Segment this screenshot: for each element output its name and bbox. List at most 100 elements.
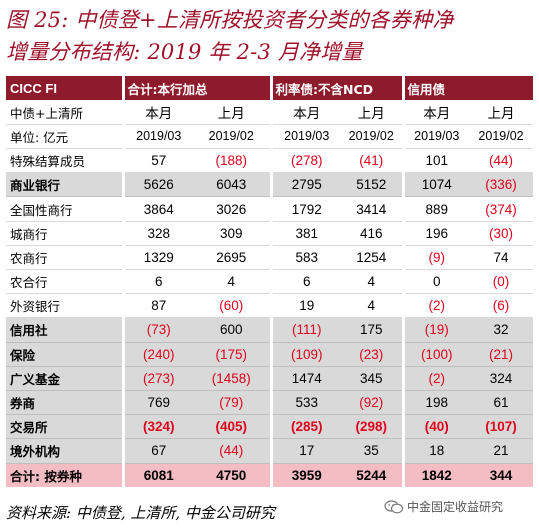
table-cell: (23) bbox=[341, 342, 404, 367]
table-cell: (100) bbox=[401, 342, 470, 367]
figure-title-line-2: 增量分布结构: 2019 年 2-3 月净增量 bbox=[6, 40, 363, 64]
table-cell: 1792 bbox=[269, 196, 341, 222]
table-cell: (44) bbox=[193, 438, 271, 464]
table-cell: (107) bbox=[469, 414, 534, 440]
table-cell: 533 bbox=[269, 390, 341, 416]
period-cell: 2019/03 bbox=[121, 124, 193, 150]
table-cell: (374) bbox=[469, 196, 534, 222]
table-cell: (188) bbox=[193, 148, 271, 174]
table-cell: (273) bbox=[121, 366, 193, 391]
period-cell: 2019/03 bbox=[269, 124, 341, 150]
table-subheader-row: 中债+上清所 本月 上月 本月 上月 本月 上月 bbox=[6, 100, 534, 125]
table-cell: 345 bbox=[341, 366, 404, 391]
table-cell: (41) bbox=[341, 148, 404, 174]
table-cell: 1074 bbox=[401, 172, 470, 198]
row-label: 外资银行 bbox=[6, 293, 123, 319]
brand-label: CICC FI bbox=[6, 76, 123, 101]
table-cell: (30) bbox=[469, 221, 534, 246]
row-label: 交易所 bbox=[6, 414, 123, 440]
table-cell: (298) bbox=[341, 414, 404, 440]
table-row: 广义基金 (273) (1458) 1474 345 (2) 324 bbox=[6, 366, 534, 391]
table-cell: 889 bbox=[401, 196, 470, 222]
table-cell: 416 bbox=[341, 221, 404, 246]
unit-label: 单位: 亿元 bbox=[6, 124, 123, 150]
table-cell: 328 bbox=[121, 221, 193, 246]
table-row: 保险 (240) (175) (109) (23) (100) (21) bbox=[6, 342, 534, 367]
table-cell: (109) bbox=[269, 342, 341, 367]
table-row: 农商行 1329 2695 583 1254 (9) 74 bbox=[6, 245, 534, 271]
table-cell: 1474 bbox=[269, 366, 341, 391]
table-cell: 198 bbox=[401, 390, 470, 416]
table-cell: 309 bbox=[193, 221, 271, 246]
table-cell: 32 bbox=[469, 317, 534, 343]
table-cell: 1329 bbox=[121, 245, 193, 271]
subheader-cell: 本月 bbox=[269, 100, 341, 125]
table-row: 信用社 (73) 600 (111) 175 (19) 32 bbox=[6, 317, 534, 343]
table-cell: (175) bbox=[193, 342, 271, 367]
table-cell: 5626 bbox=[121, 172, 193, 198]
table-cell: (73) bbox=[121, 317, 193, 343]
table-cell: (2) bbox=[401, 366, 470, 391]
table-cell: (19) bbox=[401, 317, 470, 343]
table-cell: 1254 bbox=[341, 245, 404, 271]
figure-title: 图 25: 中债登+上清所按投资者分类的各券种净 增量分布结构: 2019 年 … bbox=[6, 4, 536, 68]
table-header-row: CICC FI 合计:本行加总 利率债:不含NCD 信用债 bbox=[6, 76, 534, 101]
subheader-cell: 本月 bbox=[121, 100, 193, 125]
table-cell: 4 bbox=[193, 269, 271, 295]
table-cell: 18 bbox=[401, 438, 470, 464]
row-label: 广义基金 bbox=[6, 366, 123, 391]
table-cell: 2795 bbox=[269, 172, 341, 198]
table-cell: 4 bbox=[341, 293, 404, 319]
period-cell: 2019/02 bbox=[193, 124, 271, 150]
subheader-cell: 本月 bbox=[401, 100, 470, 125]
table-cell: (44) bbox=[469, 148, 534, 174]
data-table: CICC FI 合计:本行加总 利率债:不含NCD 信用债 中债+上清所 本月 … bbox=[6, 76, 534, 488]
table-cell: (285) bbox=[269, 414, 341, 440]
table-cell: 19 bbox=[269, 293, 341, 319]
row-label: 信用社 bbox=[6, 317, 123, 343]
table-row: 商业银行 5626 6043 2795 5152 1074 (336) bbox=[6, 172, 534, 198]
table-cell: 5152 bbox=[341, 172, 404, 198]
table-cell: (111) bbox=[269, 317, 341, 343]
table-cell: 6 bbox=[121, 269, 193, 295]
table-cell: 6081 bbox=[121, 463, 193, 488]
table-row: 特殊结算成员 57 (188) (278) (41) 101 (44) bbox=[6, 148, 534, 174]
table-cell: 61 bbox=[469, 390, 534, 416]
table-period-row: 单位: 亿元 2019/03 2019/02 2019/03 2019/02 2… bbox=[6, 124, 534, 150]
table-cell: 381 bbox=[269, 221, 341, 246]
table-cell: (92) bbox=[341, 390, 404, 416]
table-cell: 67 bbox=[121, 438, 193, 464]
table-cell: (40) bbox=[401, 414, 470, 440]
table-cell: (60) bbox=[193, 293, 271, 319]
table-cell: 583 bbox=[269, 245, 341, 271]
table-cell: 87 bbox=[121, 293, 193, 319]
row-label: 商业银行 bbox=[6, 172, 123, 198]
group-header-credit: 信用债 bbox=[401, 76, 534, 101]
table-cell: 1842 bbox=[401, 463, 470, 488]
table-cell: 3959 bbox=[269, 463, 341, 488]
table-cell: (2) bbox=[401, 293, 470, 319]
table-cell: (6) bbox=[469, 293, 534, 319]
table-cell: 344 bbox=[469, 463, 534, 488]
table-cell: 21 bbox=[469, 438, 534, 464]
table-cell: (336) bbox=[469, 172, 534, 198]
subheader-cell: 上月 bbox=[341, 100, 404, 125]
table-row: 城商行 328 309 381 416 196 (30) bbox=[6, 221, 534, 246]
row-label: 农商行 bbox=[6, 245, 123, 271]
table-cell: (240) bbox=[121, 342, 193, 367]
row-label: 特殊结算成员 bbox=[6, 148, 123, 174]
table-cell: (324) bbox=[121, 414, 193, 440]
row-label: 券商 bbox=[6, 390, 123, 416]
table-cell: 4 bbox=[341, 269, 404, 295]
period-cell: 2019/02 bbox=[469, 124, 534, 150]
watermark: 中金固定收益研究 bbox=[384, 498, 503, 515]
row-label: 保险 bbox=[6, 342, 123, 367]
period-cell: 2019/03 bbox=[401, 124, 470, 150]
row-label: 城商行 bbox=[6, 221, 123, 246]
table-cell: 769 bbox=[121, 390, 193, 416]
table-cell: 175 bbox=[341, 317, 404, 343]
table-row: 交易所 (324) (405) (285) (298) (40) (107) bbox=[6, 414, 534, 440]
watermark-text: 中金固定收益研究 bbox=[407, 500, 504, 514]
subheader-cell: 上月 bbox=[469, 100, 534, 125]
table-cell: 5244 bbox=[341, 463, 404, 488]
